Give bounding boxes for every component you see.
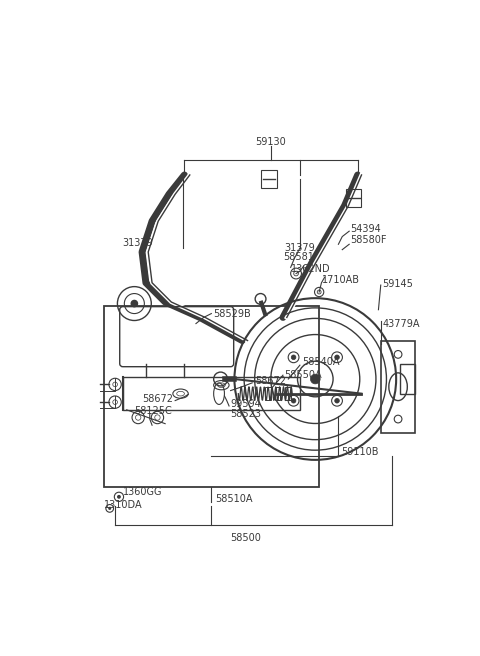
- Bar: [275, 388, 280, 400]
- Text: 58550A: 58550A: [285, 370, 322, 380]
- Text: 58672: 58672: [255, 375, 286, 386]
- Text: 1710AB: 1710AB: [322, 276, 360, 285]
- Bar: [381, 340, 415, 433]
- Circle shape: [291, 355, 296, 359]
- Circle shape: [335, 355, 339, 359]
- Text: 43779A: 43779A: [382, 319, 420, 329]
- Bar: [285, 388, 291, 400]
- Text: 99594: 99594: [230, 399, 261, 409]
- Text: 31379: 31379: [123, 237, 154, 248]
- Text: 58510A: 58510A: [215, 494, 252, 504]
- Circle shape: [291, 398, 296, 403]
- Text: 54394: 54394: [350, 224, 381, 234]
- Bar: [262, 170, 277, 188]
- Text: 59130: 59130: [255, 137, 286, 147]
- Bar: [346, 189, 361, 207]
- Text: 58580F: 58580F: [350, 235, 386, 245]
- Text: 58529B: 58529B: [214, 308, 252, 319]
- Bar: [104, 306, 319, 487]
- Text: 58500: 58500: [230, 533, 262, 543]
- Text: 31379: 31379: [285, 243, 315, 253]
- Circle shape: [108, 507, 111, 510]
- Text: 58523: 58523: [230, 409, 262, 419]
- Circle shape: [117, 495, 121, 499]
- Bar: [400, 363, 415, 394]
- Text: 1310DA: 1310DA: [104, 499, 142, 510]
- Circle shape: [131, 300, 138, 308]
- Text: 58672: 58672: [142, 394, 173, 404]
- Bar: [265, 388, 271, 400]
- Text: 58540A: 58540A: [302, 357, 340, 367]
- Bar: [123, 377, 300, 410]
- Circle shape: [311, 374, 320, 384]
- Text: 1360GG: 1360GG: [123, 487, 162, 497]
- Text: 59110B: 59110B: [341, 447, 378, 457]
- Text: 58581: 58581: [283, 253, 314, 262]
- Text: 1362ND: 1362ND: [291, 264, 330, 274]
- Text: 59145: 59145: [382, 279, 413, 289]
- Text: 58125C: 58125C: [134, 406, 172, 417]
- Circle shape: [335, 398, 339, 403]
